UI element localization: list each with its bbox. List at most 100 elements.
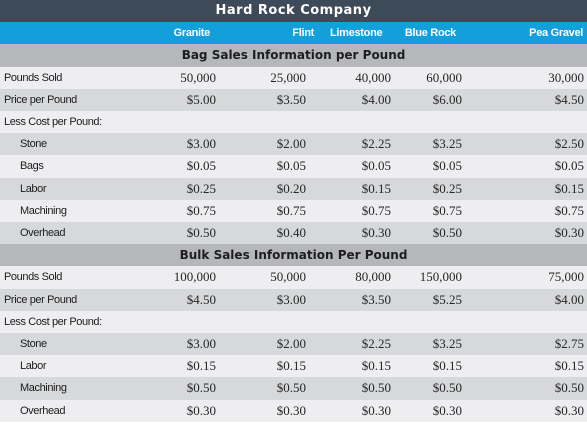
table-cell: $0.05 bbox=[394, 155, 484, 178]
table-cell: $0.75 bbox=[140, 199, 232, 223]
table-cell: $0.05 bbox=[232, 155, 322, 178]
table-cell: $4.00 bbox=[322, 88, 394, 112]
section-heading-row: Bulk Sales Information Per Pound bbox=[0, 244, 587, 267]
row-label: Labor bbox=[0, 177, 140, 200]
column-header-blue-rock: Blue Rock bbox=[394, 22, 484, 45]
table-cell bbox=[484, 310, 587, 334]
table-row: Machining $0.50 $0.50 $0.50 $0.50 $0.50 bbox=[0, 377, 587, 400]
table-cell: $5.25 bbox=[394, 288, 484, 311]
table-cell: $0.75 bbox=[394, 199, 484, 223]
table-cell bbox=[322, 310, 394, 334]
table-cell: $0.15 bbox=[232, 355, 322, 378]
section-1: Bulk Sales Information Per Pound Pounds S… bbox=[0, 244, 587, 422]
table-row: Bags $0.05 $0.05 $0.05 $0.05 $0.05 bbox=[0, 155, 587, 178]
table-cell: 25,000 bbox=[232, 66, 322, 89]
table-cell: $3.00 bbox=[232, 288, 322, 311]
table-cell: $0.30 bbox=[232, 399, 322, 422]
table-cell: $0.50 bbox=[232, 377, 322, 400]
table-cell: $0.50 bbox=[140, 377, 232, 400]
table-cell: $0.30 bbox=[484, 399, 587, 422]
table-cell: 150,000 bbox=[394, 266, 484, 289]
table-cell bbox=[322, 111, 394, 134]
table-cell: $3.25 bbox=[394, 133, 484, 156]
table-row: Pounds Sold 50,000 25,000 40,000 60,000 30,00… bbox=[0, 66, 587, 89]
row-label: Machining bbox=[0, 199, 140, 223]
table-cell: 50,000 bbox=[232, 266, 322, 289]
column-header-pea-gravel: Pea Gravel bbox=[484, 22, 587, 45]
table-row: Less Cost per Pound: bbox=[0, 111, 587, 134]
row-label: Price per Pound bbox=[0, 288, 140, 311]
table-cell: 50,000 bbox=[140, 66, 232, 89]
table-row: Overhead $0.30 $0.30 $0.30 $0.30 $0.30 bbox=[0, 399, 587, 422]
table-cell: $0.75 bbox=[232, 199, 322, 223]
table-cell bbox=[394, 111, 484, 134]
table-row: Labor $0.15 $0.15 $0.15 $0.15 $0.15 bbox=[0, 355, 587, 378]
table-cell: $2.25 bbox=[322, 133, 394, 156]
table-cell: $0.15 bbox=[484, 355, 587, 378]
table-cell: $2.25 bbox=[322, 333, 394, 356]
row-label: Pounds Sold bbox=[0, 266, 140, 289]
row-label: Price per Pound bbox=[0, 88, 140, 112]
table-row: Stone $3.00 $2.00 $2.25 $3.25 $2.75 bbox=[0, 333, 587, 356]
row-label: Labor bbox=[0, 355, 140, 378]
column-header-flint: Flint bbox=[232, 22, 322, 45]
table-cell: 30,000 bbox=[484, 66, 587, 89]
table-cell: $5.00 bbox=[140, 88, 232, 112]
table-cell bbox=[140, 111, 232, 134]
table-cell: $0.15 bbox=[140, 355, 232, 378]
table-cell: $0.75 bbox=[322, 199, 394, 223]
table-cell bbox=[484, 111, 587, 134]
table-cell: $0.50 bbox=[484, 377, 587, 400]
table-cell: 75,000 bbox=[484, 266, 587, 289]
section-0: Bag Sales Information per Pound Pounds So… bbox=[0, 44, 587, 245]
table-cell: $6.00 bbox=[394, 88, 484, 112]
section-heading: Bulk Sales Information Per Pound bbox=[0, 244, 587, 267]
table-cell: $2.00 bbox=[232, 133, 322, 156]
table-cell: $0.25 bbox=[394, 177, 484, 200]
table-row: Labor $0.25 $0.20 $0.15 $0.25 $0.15 bbox=[0, 177, 587, 200]
table-cell: $2.75 bbox=[484, 333, 587, 356]
table-row: Less Cost per Pound: bbox=[0, 310, 587, 334]
section-heading-row: Bag Sales Information per Pound bbox=[0, 44, 587, 67]
table-cell: $0.40 bbox=[232, 222, 322, 245]
table-cell: $0.30 bbox=[140, 399, 232, 422]
table-cell: $3.00 bbox=[140, 133, 232, 156]
table-cell: 80,000 bbox=[322, 266, 394, 289]
column-header-limestone: Limestone bbox=[322, 22, 394, 45]
table-cell: $4.50 bbox=[484, 88, 587, 112]
table-cell: $0.25 bbox=[140, 177, 232, 200]
table-cell: $0.20 bbox=[232, 177, 322, 200]
row-label: Overhead bbox=[0, 399, 140, 422]
table-cell: $0.30 bbox=[484, 222, 587, 245]
column-header-granite: Granite bbox=[140, 22, 232, 45]
column-header-blank bbox=[0, 22, 140, 45]
table-cell: $2.00 bbox=[232, 333, 322, 356]
table-row: Overhead $0.50 $0.40 $0.30 $0.50 $0.30 bbox=[0, 222, 587, 245]
table-cell: $0.15 bbox=[394, 355, 484, 378]
table-cell: $0.50 bbox=[394, 222, 484, 245]
table-row: Machining $0.75 $0.75 $0.75 $0.75 $0.75 bbox=[0, 199, 587, 223]
section-heading: Bag Sales Information per Pound bbox=[0, 44, 587, 67]
table-cell: $4.00 bbox=[484, 288, 587, 311]
table-cell: $3.25 bbox=[394, 333, 484, 356]
table-cell: 60,000 bbox=[394, 66, 484, 89]
table-cell: $0.15 bbox=[484, 177, 587, 200]
table-cell: $0.50 bbox=[394, 377, 484, 400]
table-cell: $0.05 bbox=[140, 155, 232, 178]
row-label: Less Cost per Pound: bbox=[0, 111, 140, 134]
row-label: Stone bbox=[0, 333, 140, 356]
row-label: Overhead bbox=[0, 222, 140, 245]
table-title-row: Hard Rock Company bbox=[0, 0, 587, 23]
table-cell: $0.50 bbox=[140, 222, 232, 245]
table-cell bbox=[232, 310, 322, 334]
row-label: Machining bbox=[0, 377, 140, 400]
table-row: Price per Pound $5.00 $3.50 $4.00 $6.00 $4.50 bbox=[0, 88, 587, 112]
table-cell: $0.30 bbox=[322, 399, 394, 422]
table-row: Pounds Sold 100,000 50,000 80,000 150,000 75,… bbox=[0, 266, 587, 289]
table-cell bbox=[232, 111, 322, 134]
row-label: Bags bbox=[0, 155, 140, 178]
table-cell: 100,000 bbox=[140, 266, 232, 289]
table-title: Hard Rock Company bbox=[0, 0, 587, 23]
column-header-row: Granite Flint Limestone Blue Rock Pea Gr… bbox=[0, 22, 587, 45]
